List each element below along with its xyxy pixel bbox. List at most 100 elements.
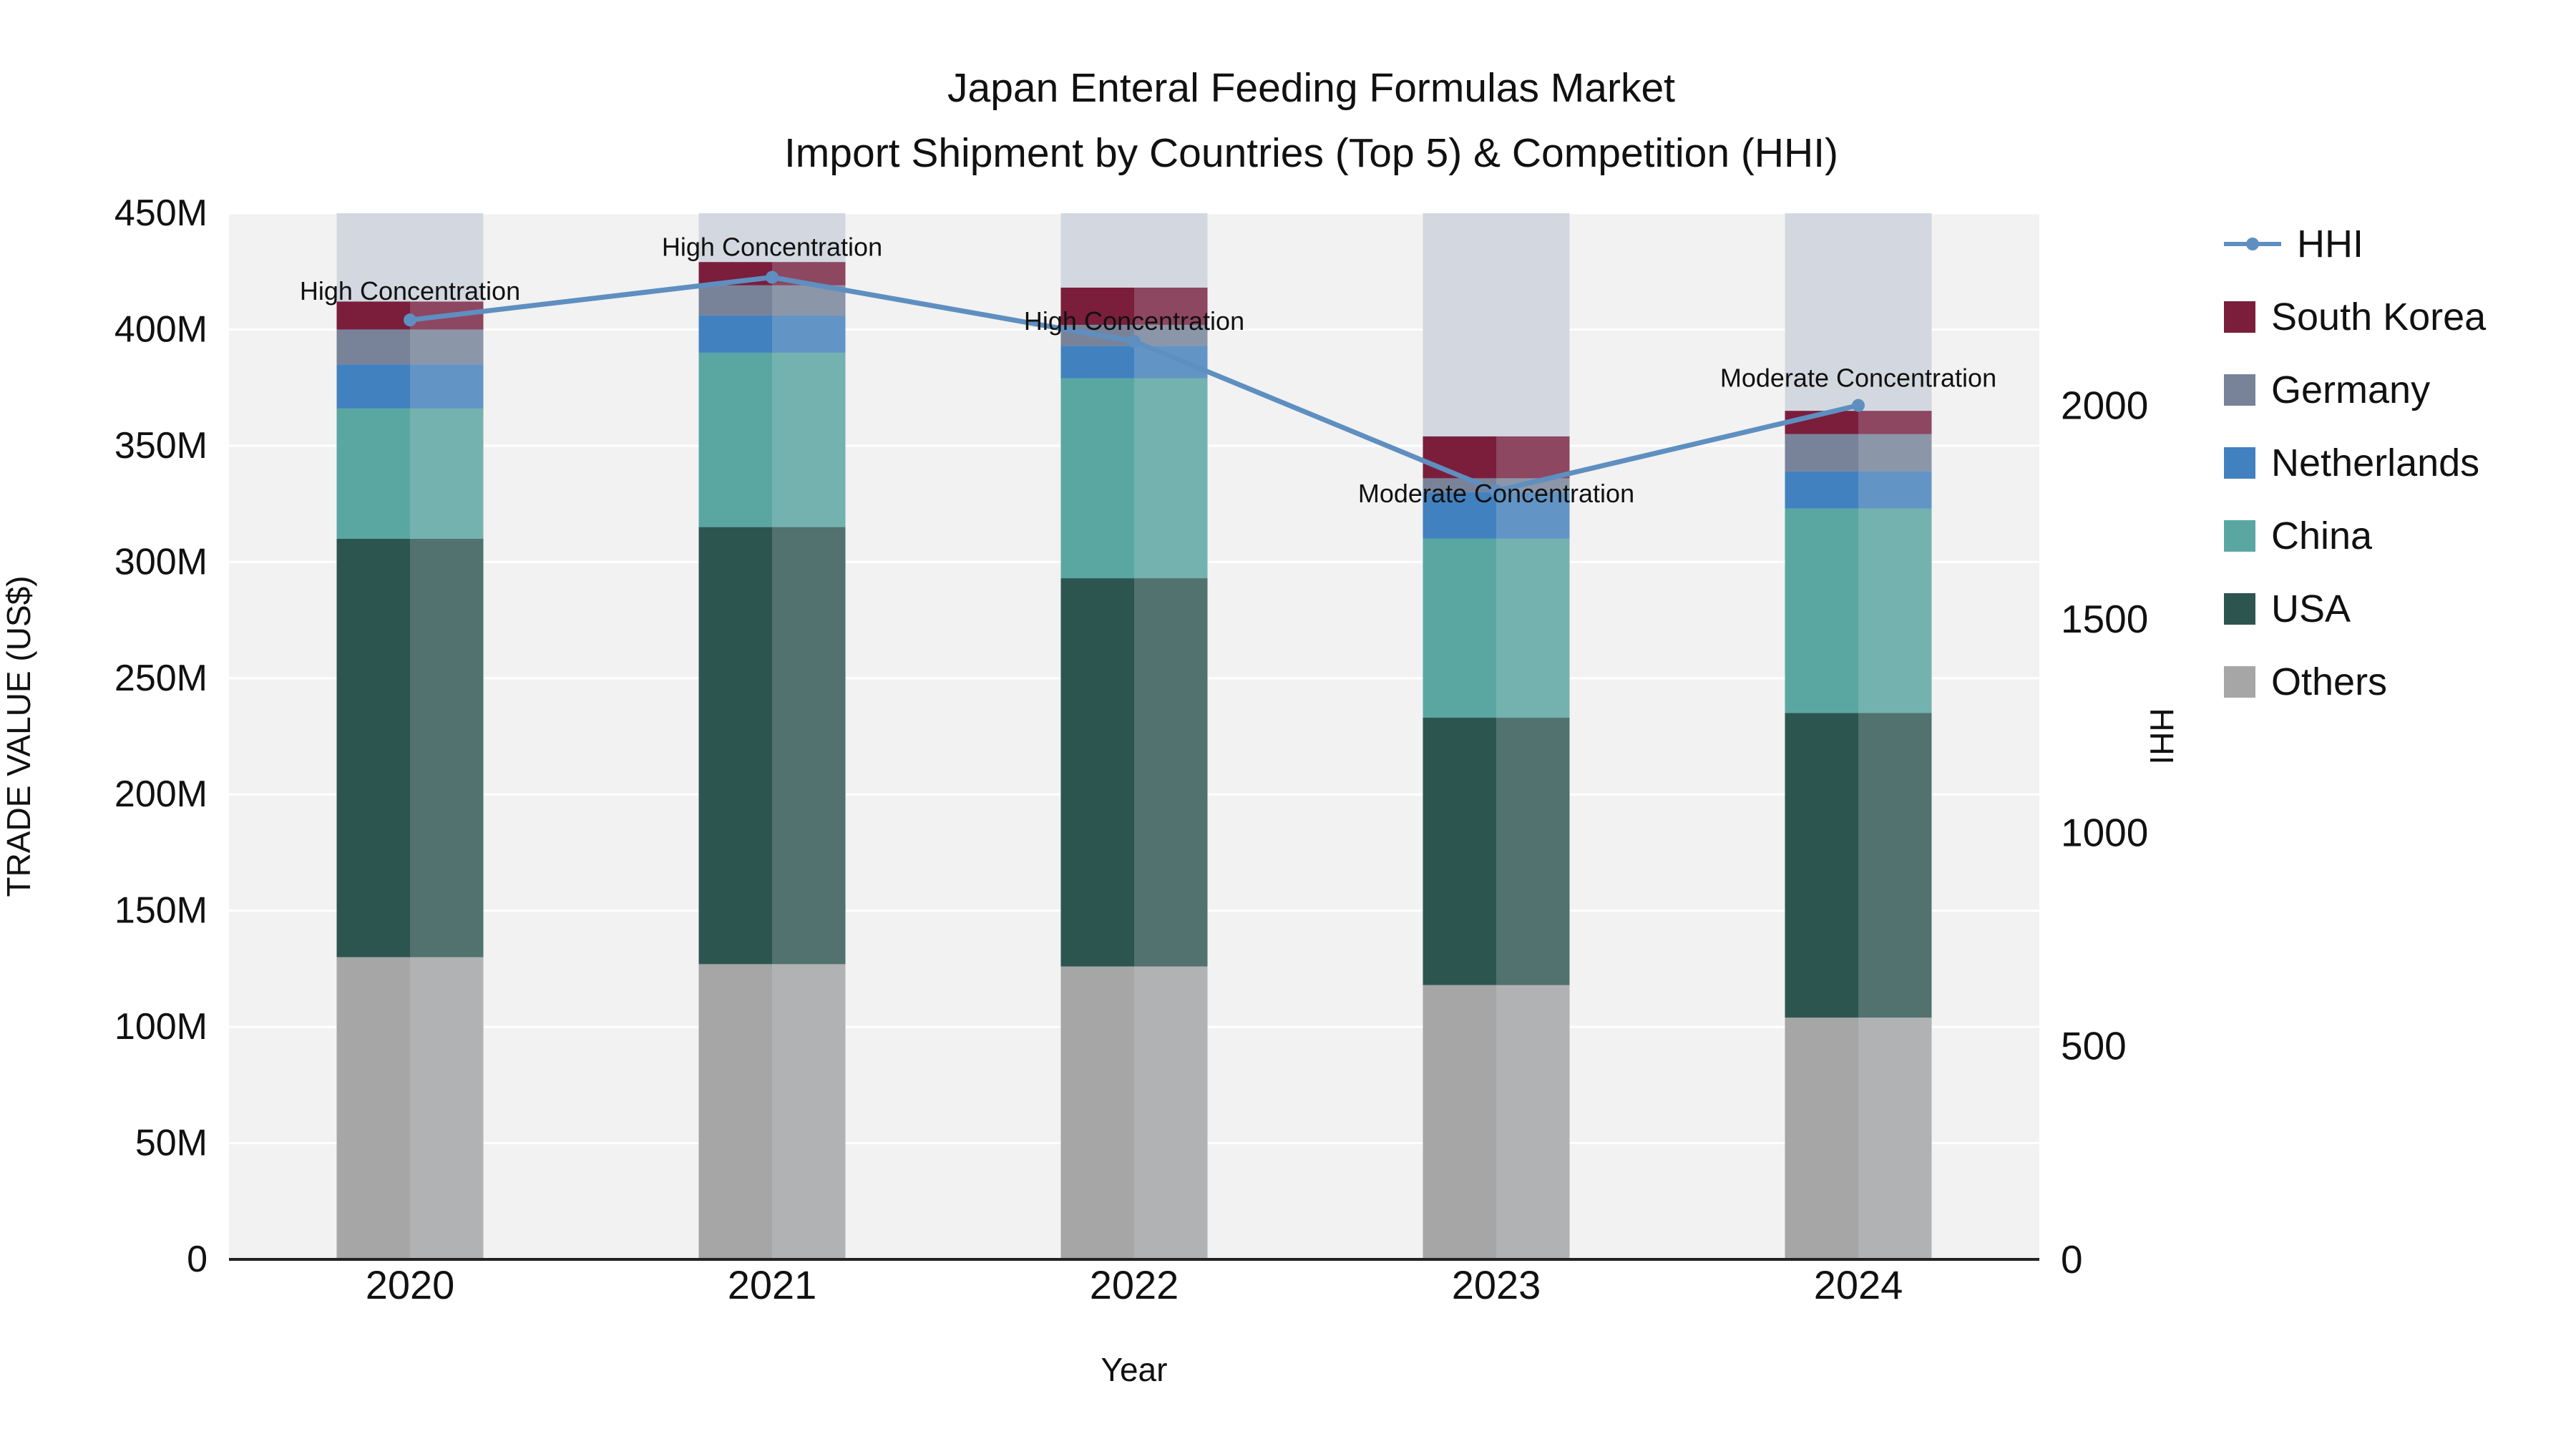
annotation-2022: High Concentration (1024, 306, 1244, 336)
bar-segment-germany-2020 (336, 329, 410, 365)
bar-segment-others-2024 (1785, 1018, 1858, 1259)
bar-segment-shade-usa-2023 (1496, 718, 1570, 985)
bar-segment-germany-2024 (1785, 434, 1858, 472)
annotation-2021: High Concentration (662, 233, 882, 262)
bar-segment-shade-netherlands-2021 (772, 315, 846, 353)
bar-segment-usa-2021 (698, 527, 772, 965)
bar-segment-shade-china-2024 (1858, 508, 1932, 713)
y-left-tick-label: 250M (114, 658, 208, 699)
legend-item-netherlands[interactable]: Netherlands (2224, 441, 2486, 485)
bar-segment-netherlands-2020 (336, 364, 410, 409)
hhi-point-2023 (1490, 484, 1503, 497)
bar-segment-others-2022 (1060, 966, 1134, 1259)
y-left-tick-label: 100M (114, 1006, 208, 1048)
legend-item-china[interactable]: China (2224, 514, 2486, 558)
bar-segment-shade-china-2022 (1134, 378, 1208, 579)
bar-segment-china-2022 (1060, 378, 1134, 579)
y-left-tick-label: 450M (114, 192, 208, 234)
legend-swatch-usa (2224, 593, 2255, 625)
bar-segment-others-2021 (698, 964, 772, 1259)
bar-segment-shade-usa-2020 (410, 538, 484, 957)
hhi-point-2022 (1128, 335, 1141, 348)
legend-label-usa: USA (2271, 587, 2351, 630)
legend-label-china: China (2271, 514, 2373, 557)
y-right-tick-label: 1000 (2061, 810, 2148, 854)
legend-label-hhi: HHI (2297, 223, 2363, 265)
bar-segment-shade-south-korea-2022 (1134, 287, 1208, 325)
x-tick-label-2022: 2022 (1090, 1262, 1179, 1307)
bar-segment-china-2021 (698, 352, 772, 527)
bar-segment-shade-south-korea-2024 (1858, 411, 1932, 434)
y-left-tick-label: 400M (114, 308, 208, 350)
bar-segment-shade-netherlands-2023 (1496, 492, 1570, 539)
bar-segment-shade-others-2021 (772, 964, 846, 1259)
legend-swatch-germany (2224, 374, 2255, 406)
bar-segment-shade-usa-2022 (1134, 578, 1208, 967)
bar-segment-shade-south-korea-2023 (1496, 436, 1570, 479)
legend-line-swatch-hhi (2224, 238, 2281, 250)
y-left-tick-label: 350M (114, 425, 208, 467)
legend-swatch-netherlands (2224, 447, 2255, 479)
x-tick-label-2021: 2021 (728, 1262, 817, 1307)
bar-segment-china-2023 (1423, 538, 1496, 718)
y-left-tick-label: 150M (114, 890, 208, 932)
y-right-tick-label: 0 (2061, 1237, 2083, 1282)
bar-segment-shade-others-2023 (1496, 985, 1570, 1259)
legend-label-germany: Germany (2271, 369, 2431, 411)
bar-segment-usa-2020 (336, 538, 410, 957)
bar-segment-shade-others-2022 (1134, 966, 1208, 1259)
bar-segment-germany-2021 (698, 285, 772, 316)
bar-segment-shade-china-2020 (410, 408, 484, 539)
bar-segment-shade-netherlands-2022 (1134, 346, 1208, 379)
legend-label-south-korea: South Korea (2271, 296, 2487, 338)
bar-segment-shade-usa-2024 (1858, 713, 1932, 1018)
x-tick-label-2023: 2023 (1452, 1262, 1541, 1307)
bar-segment-others-2023 (1423, 985, 1496, 1259)
bar-segment-usa-2022 (1060, 578, 1134, 967)
legend-item-germany[interactable]: Germany (2224, 368, 2486, 412)
legend-dot-glyph (2246, 238, 2259, 250)
bar-segment-shade-china-2021 (772, 352, 846, 527)
bar-segment-usa-2023 (1423, 718, 1496, 985)
y-left-axis-title: TRADE VALUE (US$) (0, 575, 37, 897)
y-right-axis-title: HHI (2143, 708, 2180, 764)
legend-swatch-south-korea (2224, 301, 2255, 333)
y-left-tick-label: 300M (114, 541, 208, 582)
bar-segment-shade-others-2024 (1858, 1018, 1932, 1259)
annotation-2023: Moderate Concentration (1358, 479, 1634, 508)
bar-segment-shade-netherlands-2024 (1858, 471, 1932, 509)
bar-segment-netherlands-2022 (1060, 346, 1134, 379)
chart-legend: HHI South Korea Germany Netherlands China USA… (2224, 222, 2486, 704)
bar-segment-china-2020 (336, 408, 410, 539)
legend-label-netherlands: Netherlands (2271, 441, 2480, 484)
bar-segment-shade-germany-2022 (1134, 324, 1208, 346)
y-left-tick-label: 200M (114, 774, 208, 815)
legend-swatch-china (2224, 520, 2255, 552)
bar-segment-shade-germany-2024 (1858, 434, 1932, 472)
y-left-tick-label: 50M (135, 1123, 208, 1164)
bar-segment-shade-others-2020 (410, 957, 484, 1259)
x-axis-title: Year (1101, 1351, 1168, 1388)
bar-segment-others-2020 (336, 957, 410, 1259)
bar-segment-china-2024 (1785, 508, 1858, 713)
bar-segment-netherlands-2024 (1785, 471, 1858, 509)
bar-segment-shade-usa-2021 (772, 527, 846, 965)
x-tick-label-2020: 2020 (366, 1262, 455, 1307)
legend-swatch-others (2224, 666, 2255, 698)
hhi-point-2020 (404, 313, 416, 327)
y-right-tick-label: 500 (2061, 1024, 2127, 1068)
bar-segment-shade-germany-2020 (410, 329, 484, 365)
bar-segment-south-korea-2023 (1423, 436, 1496, 479)
bar-segment-south-korea-2022 (1060, 287, 1134, 325)
hhi-point-2024 (1852, 399, 1865, 412)
legend-item-others[interactable]: Others (2224, 660, 2486, 704)
legend-item-hhi[interactable]: HHI (2224, 222, 2486, 266)
y-right-tick-label: 2000 (2061, 384, 2148, 428)
legend-item-usa[interactable]: USA (2224, 587, 2486, 631)
y-left-tick-label: 0 (187, 1239, 208, 1280)
x-tick-label-2024: 2024 (1814, 1262, 1903, 1307)
annotation-2020: High Concentration (300, 276, 520, 306)
legend-item-south-korea[interactable]: South Korea (2224, 295, 2486, 339)
